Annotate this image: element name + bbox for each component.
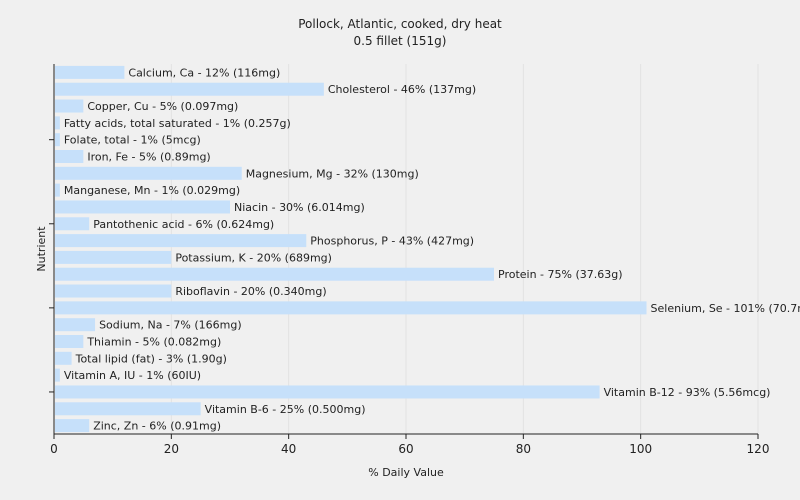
bar-label: Pantothenic acid - 6% (0.624mg) [93,218,274,231]
chart-subtitle: 0.5 fillet (151g) [354,34,447,48]
bar-label: Folate, total - 1% (5mcg) [64,134,201,147]
bar [55,250,172,264]
bar [55,133,60,147]
bar-label: Potassium, K - 20% (689mg) [175,251,332,264]
bar-label: Vitamin A, IU - 1% (60IU) [64,369,201,382]
bar [55,351,72,365]
bar [55,99,84,113]
grid [170,64,759,434]
x-tick-label: 100 [629,442,652,456]
bar [55,183,60,197]
chart-title: Pollock, Atlantic, cooked, dry heat [298,17,502,31]
bar-label: Total lipid (fat) - 3% (1.90g) [75,352,227,365]
bar-label: Niacin - 30% (6.014mg) [234,201,365,214]
bar-label: Sodium, Na - 7% (166mg) [99,319,242,332]
bar [55,200,230,214]
bar-label: Magnesium, Mg - 32% (130mg) [246,167,419,180]
axes: 0 20 40 60 80 100 120 [49,64,769,456]
bar-label: Calcium, Ca - 12% (116mg) [128,66,280,79]
bar-label: Selenium, Se - 101% (70.7mcg) [651,302,800,315]
bar [55,217,90,231]
bar-label: Cholesterol - 46% (137mg) [328,83,476,96]
bar-label: Fatty acids, total saturated - 1% (0.257… [64,117,291,130]
bar-label: Iron, Fe - 5% (0.89mg) [87,151,210,164]
y-axis-title: Nutrient [35,226,48,272]
bar [55,301,647,315]
bar [55,318,96,332]
bar [55,385,600,399]
bar-label: Vitamin B-6 - 25% (0.500mg) [205,403,366,416]
bar-label: Phosphorus, P - 43% (427mg) [310,235,474,248]
x-tick-label: 20 [164,442,179,456]
bar [55,116,60,130]
bar [55,166,242,180]
bar [55,335,84,348]
x-axis-title: % Daily Value [368,466,444,479]
bar-label: Riboflavin - 20% (0.340mg) [175,285,326,298]
bars: Calcium, Ca - 12% (116mg) Cholesterol - 4… [55,65,800,433]
x-tick-label: 0 [50,442,58,456]
bar [55,402,201,416]
bar-label: Vitamin B-12 - 93% (5.56mcg) [604,386,771,399]
bar-label: Manganese, Mn - 1% (0.029mg) [64,184,240,197]
bar-label: Protein - 75% (37.63g) [498,268,623,281]
bar [55,65,125,79]
x-tick-label: 120 [747,442,770,456]
x-tick-label: 60 [398,442,413,456]
bar-label: Zinc, Zn - 6% (0.91mg) [93,420,221,433]
x-tick-label: 80 [516,442,531,456]
bar [55,234,307,248]
bar [55,267,494,281]
bar-label: Copper, Cu - 5% (0.097mg) [87,100,238,113]
bar-label: Thiamin - 5% (0.082mg) [86,336,221,349]
x-tick-label: 40 [281,442,296,456]
bar [55,419,90,433]
bar [55,150,84,163]
bar [55,368,60,382]
bar [55,284,172,298]
bar [55,82,324,96]
